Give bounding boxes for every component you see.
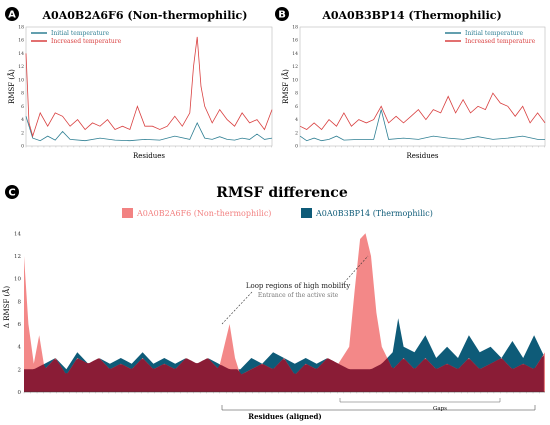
chart-c-ytick-label: 0 — [18, 390, 22, 396]
chart-c-ylabel: Δ RMSF (Å) — [2, 286, 11, 328]
chart-c-xlabel: Residues (aligned) — [248, 412, 322, 421]
chart-a-ytick-label: 18 — [18, 25, 24, 31]
chart-c-legend-swatch-thermophilic — [301, 208, 312, 218]
chart-c-gaps-subbracket — [339, 398, 501, 403]
chart-a-ytick-label: 8 — [21, 91, 24, 97]
chart-c-ytick-label: 12 — [14, 254, 21, 260]
panel-a-badge-label: A — [8, 10, 16, 21]
chart-a-series-line-increased — [25, 36, 273, 138]
chart-a: 0 2 4 6 8 10 12 14 16 18 Residues RMSF (Å) Initial t… — [7, 25, 273, 160]
chart-b-ytick-label: 14 — [292, 51, 298, 57]
chart-a-ytick-label: 4 — [21, 117, 24, 123]
chart-b-series-line-initial — [299, 109, 545, 142]
chart-a-legend-label: Initial temperature — [51, 30, 110, 37]
chart-b: 0 2 4 6 8 10 12 14 16 18 Residues RMSF (Å) Initial t… — [281, 25, 546, 160]
chart-c-ytick-label: 10 — [14, 277, 21, 283]
chart-b-legend-label: Increased temperature — [465, 38, 536, 45]
panel-a-badge — [5, 7, 19, 21]
panel-c-badge — [5, 185, 19, 199]
chart-b-ytick-label: 12 — [292, 64, 298, 70]
chart-b-ytick-label: 0 — [295, 144, 298, 150]
chart-a-ytick-label: 2 — [21, 130, 24, 136]
chart-a-ytick-label: 0 — [21, 144, 24, 150]
chart-b-legend-label: Initial temperature — [465, 30, 524, 37]
panel-a-title: A0A0B2A6F6 (Non-thermophilic) — [42, 9, 248, 22]
chart-c-annotation-leader-left — [221, 291, 253, 325]
panel-c-title: RMSF difference — [216, 185, 348, 201]
panel-b-title: A0A0B3BP14 (Thermophilic) — [321, 9, 501, 22]
chart-b-ytick-label: 2 — [295, 130, 298, 136]
chart-b-ytick-label: 4 — [295, 117, 298, 123]
chart-a-ytick-label: 16 — [18, 38, 24, 44]
chart-c-annotation-subtext: Entrance of the active site — [258, 292, 339, 299]
panel-b-badge — [275, 7, 289, 21]
chart-a-plot-frame — [25, 26, 273, 147]
chart-c-annotation-text: Loop regions of high mobility — [246, 282, 350, 290]
chart-c-ytick-label: 8 — [18, 299, 22, 305]
chart-a-ytick-label: 14 — [18, 51, 24, 57]
chart-b-ytick-label: 18 — [292, 25, 298, 31]
chart-a-series-line-initial — [25, 116, 273, 142]
chart-c-legend-label-non-thermophilic: A0A0B2A6F6 (Non-thermophilic) — [136, 209, 271, 218]
chart-a-ytick-label: 10 — [18, 77, 24, 83]
panel-b-badge-label: B — [278, 10, 286, 21]
chart-c-ytick-label: 4 — [18, 345, 22, 351]
chart-b-series-line-increased — [299, 92, 546, 131]
chart-c-ytick-label: 14 — [14, 231, 21, 237]
chart-a-legend-label: Increased temperature — [51, 38, 122, 45]
chart-a-ytick-label: 6 — [21, 104, 24, 110]
chart-b-xlabel: Residues — [407, 152, 439, 160]
chart-c-gaps-bracket — [221, 405, 536, 411]
chart-b-ytick-label: 6 — [295, 104, 298, 110]
chart-c-annotation-leader-right — [341, 255, 369, 286]
chart-a-ylabel: RMSF (Å) — [7, 69, 16, 104]
chart-b-ytick-label: 10 — [292, 77, 298, 83]
chart-c-ytick-label: 2 — [18, 367, 22, 373]
chart-c-ytick-label: 6 — [18, 322, 22, 328]
chart-b-ytick-label: 8 — [295, 91, 298, 97]
panel-c-badge-label: C — [8, 188, 15, 199]
chart-c-gaps-label: Gaps — [433, 406, 447, 412]
chart-b-plot-frame — [299, 26, 546, 147]
chart-c-legend-swatch-non-thermophilic — [122, 208, 133, 218]
chart-b-ylabel: RMSF (Å) — [281, 69, 290, 104]
chart-c-area-overlap — [24, 355, 544, 392]
chart-b-ytick-label: 16 — [292, 38, 298, 44]
chart-c: 0 2 4 6 8 10 12 14 A0A0B2A6F6 (Non-thermophilic)… — [2, 208, 545, 421]
chart-a-xlabel: Residues — [133, 152, 165, 160]
chart-a-ytick-label: 12 — [18, 64, 24, 70]
chart-c-legend-label-thermophilic: A0A0B3BP14 (Thermophilic) — [315, 209, 433, 218]
